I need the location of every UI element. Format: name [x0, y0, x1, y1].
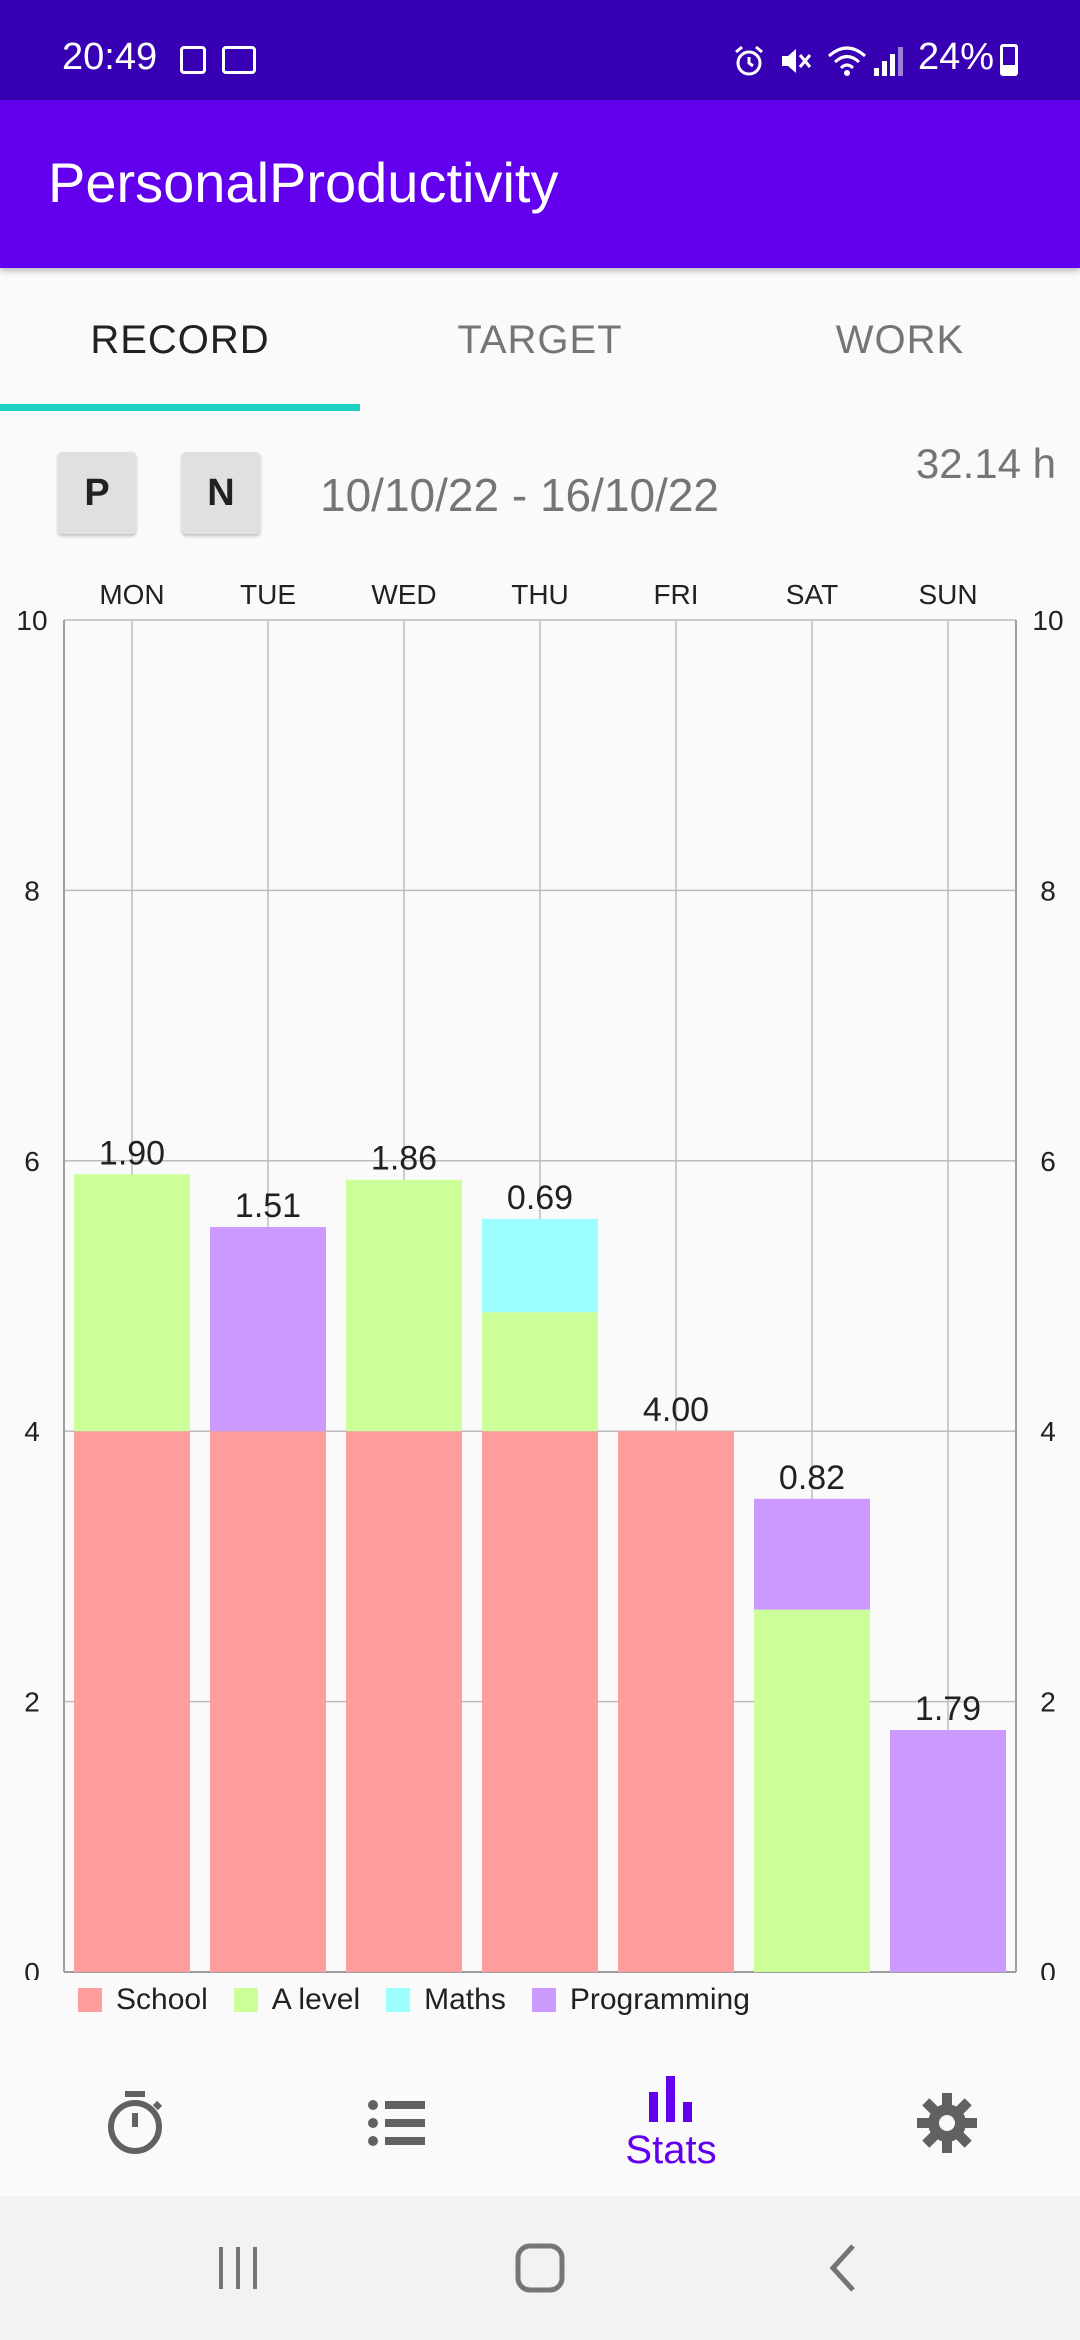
legend-swatch: [531, 1988, 556, 2012]
alarm-icon: [735, 45, 763, 76]
bar-segment: [210, 1227, 326, 1432]
gear-icon: [917, 2093, 977, 2153]
timer-icon: [108, 2091, 163, 2154]
home-button[interactable]: [440, 2196, 640, 2340]
date-range-label: 10/10/22 - 16/10/22: [320, 469, 719, 521]
x-tick-label: SUN: [918, 579, 977, 610]
data-label: 0.82: [779, 1459, 845, 1497]
bar-segment: [346, 1179, 462, 1432]
back-icon: [829, 2244, 855, 2292]
data-label: 1.90: [99, 1134, 165, 1172]
next-week-button[interactable]: N: [182, 452, 260, 534]
data-label: 4.00: [643, 1391, 709, 1429]
y-tick-label-right: 0: [1040, 1957, 1056, 1980]
bar-segment: [482, 1312, 598, 1432]
voicemail-icon: [222, 46, 256, 74]
stacked-bar-chart: 0 0 2 2 4 4 6 6 8 8 10 10 MON TUE WED THU FRI SAT SUN 4.00 1…: [16, 579, 1063, 1980]
previous-week-button[interactable]: P: [58, 452, 136, 534]
legend-label: Maths: [424, 1983, 506, 2016]
y-tick-label-left: 10: [16, 605, 47, 636]
battery-icon: [1000, 44, 1018, 76]
legend-label: A level: [271, 1983, 361, 2016]
recent-apps-icon: [219, 2247, 257, 2289]
tab-target[interactable]: TARGET: [457, 317, 623, 362]
y-tick-label-right: 6: [1040, 1146, 1056, 1177]
legend-item: School: [78, 1983, 208, 2017]
bar-segment: [890, 1729, 1006, 1972]
bar-segment: [74, 1174, 190, 1432]
bar-segment: [210, 1431, 326, 1972]
bar-chart-icon: [649, 2075, 692, 2122]
status-bar: 20:49 24%: [0, 0, 1080, 100]
tab-indicator: [0, 404, 360, 411]
app-bar: PersonalProductivity: [0, 100, 1080, 268]
bar-segment: [754, 1609, 870, 1972]
x-tick-label: TUE: [240, 579, 296, 610]
x-tick-label: WED: [371, 579, 436, 610]
chart-legend: School A level Maths Programming: [78, 1978, 776, 2022]
nav-stats[interactable]: Stats: [536, 2050, 806, 2196]
home-icon: [515, 2243, 565, 2293]
battery-percent: 24%: [918, 36, 995, 78]
bar-segment: [482, 1431, 598, 1972]
recent-apps-button[interactable]: [138, 2196, 338, 2340]
legend-label: Programming: [569, 1983, 750, 2016]
tab-work[interactable]: WORK: [835, 317, 965, 362]
x-tick-label: SAT: [786, 579, 838, 610]
mute-icon: [782, 49, 812, 73]
legend-item: Programming: [531, 1983, 750, 2017]
signal-icon: [874, 47, 903, 76]
tab-bar: RECORD TARGET WORK: [0, 268, 1080, 412]
nav-timer[interactable]: [0, 2050, 270, 2196]
system-navigation-bar: [0, 2196, 1080, 2340]
y-tick-label-right: 8: [1040, 875, 1056, 906]
legend-item: Maths: [386, 1983, 506, 2017]
x-tick-label: THU: [511, 579, 569, 610]
legend-item: A level: [233, 1983, 361, 2017]
data-label: 1.86: [371, 1140, 437, 1178]
total-hours-label: 32.14 h: [915, 440, 1056, 487]
app-title: PersonalProductivity: [48, 151, 559, 214]
x-tick-label: FRI: [653, 579, 698, 610]
bar-segment: [754, 1498, 870, 1610]
back-button[interactable]: [742, 2196, 942, 2340]
bar-segment: [482, 1218, 598, 1313]
legend-swatch: [386, 1988, 411, 2012]
y-tick-label-left: 8: [24, 875, 40, 906]
legend-swatch: [78, 1988, 102, 2012]
bottom-navigation: Stats: [0, 2050, 1080, 2196]
legend-swatch: [233, 1988, 258, 2012]
nav-settings[interactable]: [812, 2050, 1080, 2196]
y-tick-label-right: 10: [1032, 605, 1063, 636]
data-label: 0.69: [507, 1179, 573, 1217]
data-label: 1.51: [235, 1187, 301, 1225]
tab-record[interactable]: RECORD: [90, 317, 270, 362]
y-tick-label-right: 4: [1040, 1416, 1056, 1447]
legend-label: School: [116, 1983, 208, 2016]
nav-list[interactable]: [262, 2050, 532, 2196]
y-tick-label-left: 4: [24, 1416, 40, 1447]
x-tick-label: MON: [99, 579, 164, 610]
y-tick-label-left: 0: [24, 1957, 40, 1980]
list-icon: [368, 2100, 425, 2146]
data-label: 1.79: [915, 1690, 981, 1728]
y-tick-label-left: 2: [24, 1687, 40, 1718]
y-tick-label-right: 2: [1040, 1687, 1056, 1718]
status-time: 20:49: [62, 36, 158, 78]
wifi-icon: [828, 46, 866, 76]
bar-segment: [74, 1431, 190, 1972]
media-icon: [180, 46, 206, 74]
bar-segment: [618, 1431, 734, 1972]
nav-stats-label: Stats: [625, 2127, 717, 2172]
bar-segment: [346, 1431, 462, 1972]
y-tick-label-left: 6: [24, 1146, 40, 1177]
